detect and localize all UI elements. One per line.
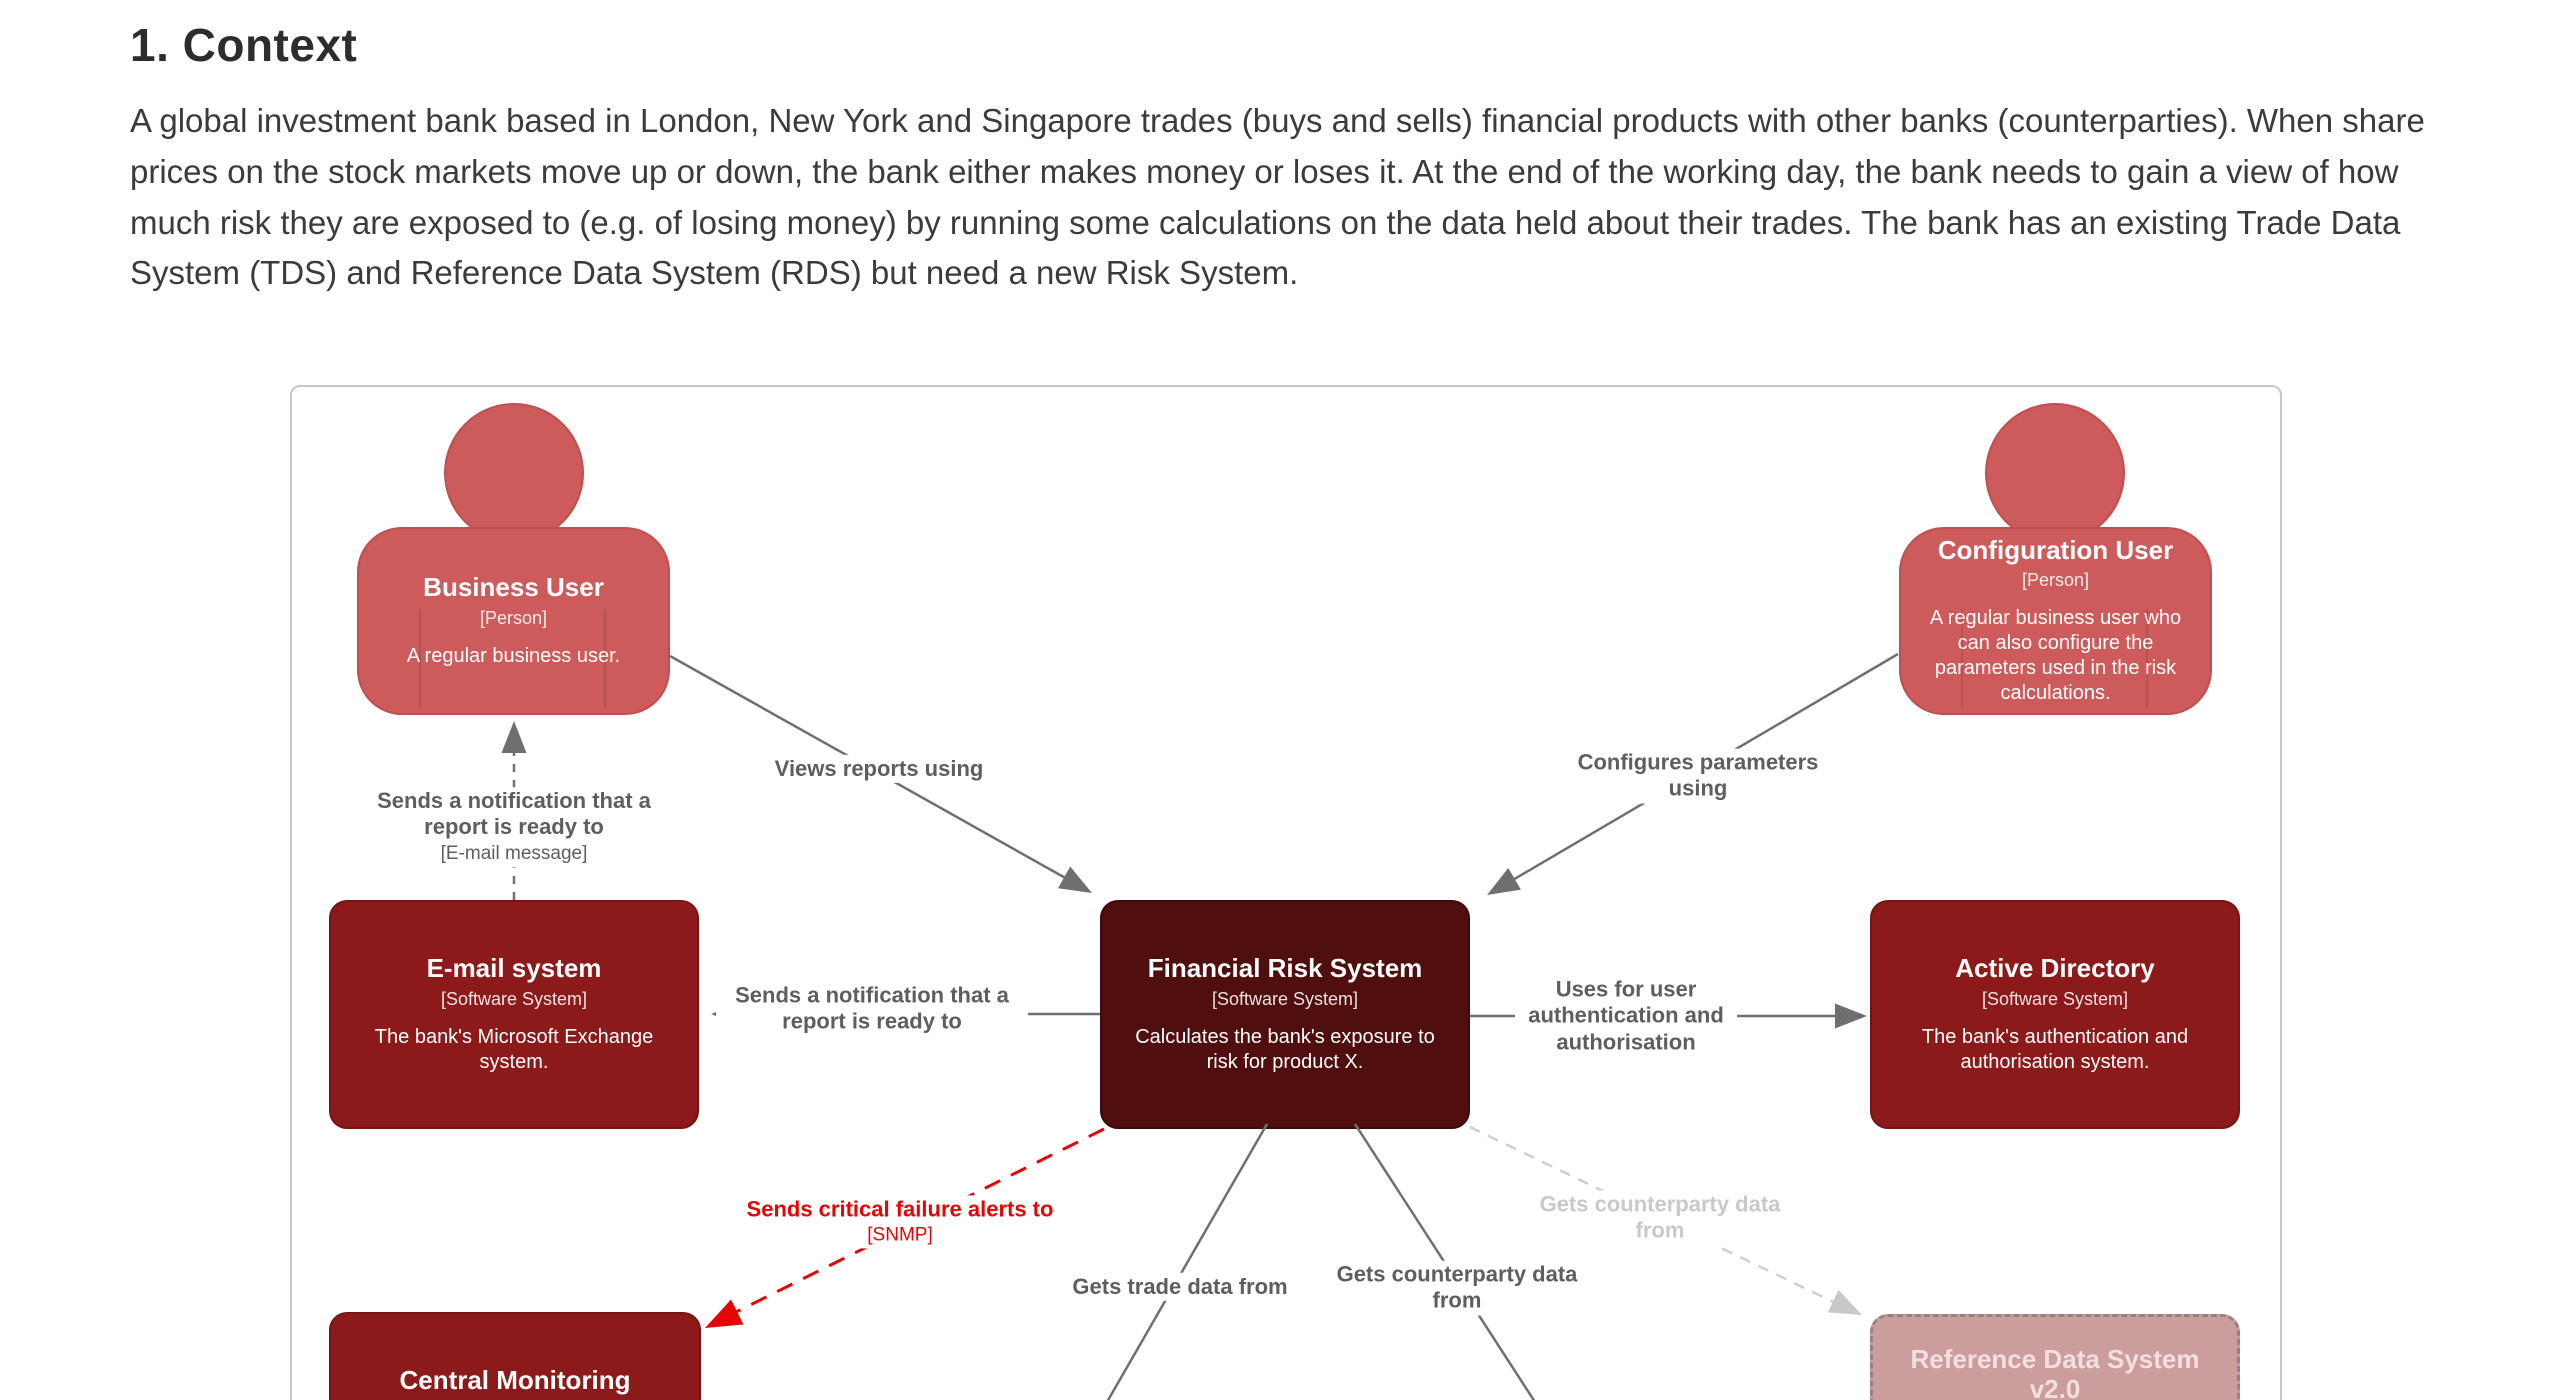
element-type: [Software System] [1211, 988, 1359, 1009]
element-name: Configuration User [1937, 534, 2174, 565]
element-type: [Software System] [1981, 988, 2129, 1009]
person-arm-line [1961, 609, 1963, 708]
label-technology: [SNMP] [867, 1224, 933, 1246]
line-gets-trade-data [1106, 1123, 1269, 1400]
arrowhead-gets-counterparty-data-v2 [1827, 1289, 1862, 1315]
page-title: 1. Context [130, 19, 358, 71]
element-description: Calculates the bank's exposure to risk f… [1135, 1025, 1435, 1073]
element-type: [Software System] [440, 988, 588, 1009]
label-frs-notifies-email: Sends a notification that a report is re… [716, 981, 1028, 1037]
element-name: Reference Data System v2.0 [1910, 1344, 2200, 1400]
arrowhead-views-reports [1057, 866, 1092, 893]
element-name: E-mail system [426, 953, 602, 984]
element-name: Financial Risk System [1147, 953, 1423, 984]
label-views-reports: Views reports using [769, 754, 989, 784]
person-arm-line [604, 609, 606, 708]
label-email-notifies-user: Sends a notification that a report is re… [358, 787, 670, 867]
label-technology: [E-mail message] [440, 842, 588, 864]
element-type: [Person] [479, 607, 548, 628]
label-gets-counterparty-data: Gets counterparty data from [1327, 1260, 1587, 1316]
email-system-box[interactable]: E-mail system [Software System] The bank… [329, 900, 699, 1129]
element-description: A regular business user. [406, 644, 621, 667]
configuration-user-person-head-icon [1985, 403, 2125, 543]
element-description: The bank's authentication and authorisat… [1921, 1025, 2189, 1073]
element-description: The bank's Microsoft Exchange system. [374, 1025, 654, 1073]
element-type: [Person] [2021, 570, 2090, 591]
reference-data-system-v2-box[interactable]: Reference Data System v2.0 [1870, 1314, 2240, 1400]
financial-risk-system-box[interactable]: Financial Risk System [Software System] … [1100, 900, 1470, 1129]
central-monitoring-service-box[interactable]: Central Monitoring Service [329, 1312, 701, 1400]
active-directory-box[interactable]: Active Directory [Software System] The b… [1870, 900, 2240, 1129]
label-gets-trade-data: Gets trade data from [1067, 1272, 1293, 1302]
label-uses-for-auth: Uses for user authentication and authori… [1515, 975, 1737, 1057]
configuration-user-person[interactable]: Configuration User [Person] A regular bu… [1899, 527, 2212, 715]
element-name: Business User [423, 572, 604, 603]
person-arm-line [2146, 609, 2148, 708]
arrowhead-critical-failure-alerts [705, 1299, 744, 1328]
context-diagram: Business User [Person] A regular busines… [290, 385, 2282, 1400]
arrowhead-email-notifies-user [501, 721, 527, 753]
label-configures-parameters: Configures parameters using [1568, 748, 1828, 804]
element-description: A regular business user who can also con… [1929, 607, 2182, 705]
arrowhead-configures-parameters [1487, 868, 1521, 895]
context-paragraph: A global investment bank based in London… [130, 102, 2425, 292]
business-user-person[interactable]: Business User [Person] A regular busines… [357, 527, 670, 715]
arrowhead-uses-for-auth [1835, 1003, 1867, 1029]
person-arm-line [419, 609, 421, 708]
label-gets-counterparty-data-v2: Gets counterparty data from [1530, 1190, 1790, 1246]
element-name: Active Directory [1955, 953, 2155, 984]
label-critical-failure-alerts: Sends critical failure alerts to [SNMP] [740, 1195, 1060, 1249]
business-user-person-head-icon [444, 403, 584, 543]
element-name: Central Monitoring Service [399, 1365, 631, 1400]
